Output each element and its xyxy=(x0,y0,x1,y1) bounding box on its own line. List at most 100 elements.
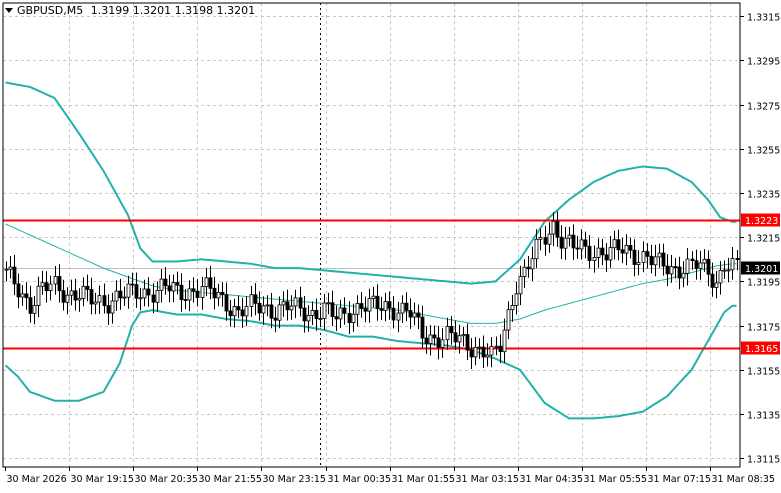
candle-body xyxy=(232,306,237,317)
candle-body xyxy=(604,254,609,261)
time-tick-label: 30 Mar 23:15 xyxy=(263,474,326,485)
candle-body xyxy=(77,297,82,301)
candle-body xyxy=(359,303,364,309)
candle-body xyxy=(240,309,245,317)
candle-body xyxy=(477,346,482,349)
candle-body xyxy=(53,276,58,285)
candle-body xyxy=(36,285,41,306)
candle-body xyxy=(575,247,580,250)
candle-body xyxy=(265,304,270,307)
candle-body xyxy=(579,239,584,250)
candle-body xyxy=(624,244,629,254)
candle-body xyxy=(489,345,494,356)
candle-body xyxy=(257,302,262,314)
candle-body xyxy=(661,252,666,267)
candle-body xyxy=(281,301,286,306)
candle-body xyxy=(138,297,143,300)
candle-body xyxy=(61,290,66,303)
time-tick-label: 30 Mar 19:15 xyxy=(71,474,134,485)
price-tick-label: 1.3115 xyxy=(747,455,780,466)
price-tick-label: 1.3275 xyxy=(747,102,780,113)
candle-body xyxy=(318,318,323,321)
candle-body xyxy=(567,234,572,239)
level-price-tag-label: 1.3223 xyxy=(745,216,778,227)
candle-body xyxy=(293,297,298,307)
candle-body xyxy=(81,285,86,299)
time-tick-label: 31 Mar 04:35 xyxy=(520,474,583,485)
candle-body xyxy=(155,289,160,303)
candle-body xyxy=(171,282,176,292)
horizontal-levels[interactable]: 1.3223 1.3165 xyxy=(3,213,780,356)
candle-body xyxy=(653,256,658,266)
symbol-dropdown-icon[interactable] xyxy=(5,8,13,13)
candle-body xyxy=(457,335,462,343)
price-tick-label: 1.3195 xyxy=(747,278,780,289)
candle-body xyxy=(710,273,715,288)
time-tick-label: 31 Mar 05:55 xyxy=(584,474,647,485)
candle-body xyxy=(285,301,290,311)
candle-body xyxy=(163,278,168,287)
candle-body xyxy=(592,257,597,261)
candle-body xyxy=(416,312,421,318)
candle-body xyxy=(371,295,376,299)
candle-body xyxy=(175,282,180,286)
candle-body xyxy=(32,305,37,314)
candle-body xyxy=(726,269,731,272)
candle-body xyxy=(8,266,13,270)
candle-body xyxy=(69,290,74,296)
candle-body xyxy=(204,277,209,287)
time-tick-label: 31 Mar 03:15 xyxy=(456,474,519,485)
grid-lines xyxy=(3,3,740,467)
candle-body xyxy=(730,257,735,271)
candle-body xyxy=(620,249,625,254)
current-price-tag-label: 1.3201 xyxy=(745,264,778,275)
candle-body xyxy=(24,293,29,299)
candle-body xyxy=(118,290,123,299)
candle-body xyxy=(236,306,241,311)
candle-body xyxy=(543,237,548,245)
candle-body xyxy=(65,294,70,303)
time-tick-label: 31 Mar 01:55 xyxy=(392,474,455,485)
candle-body xyxy=(375,295,380,310)
candle-body xyxy=(298,297,303,309)
candle-body xyxy=(649,255,654,266)
candle-body xyxy=(253,294,258,304)
candle-body xyxy=(338,307,343,320)
candle-body xyxy=(420,316,425,339)
time-tick-label: 31 Mar 08:35 xyxy=(712,474,775,485)
candle-body xyxy=(571,234,576,249)
candle-body xyxy=(669,266,674,275)
candle-body xyxy=(44,282,49,292)
candle-body xyxy=(212,287,217,299)
candle-body xyxy=(681,272,686,279)
candle-body xyxy=(538,237,543,240)
candle-body xyxy=(469,349,474,358)
candle-body xyxy=(102,295,107,307)
candle-body xyxy=(57,276,62,292)
candle-body xyxy=(347,312,352,323)
candle-body xyxy=(146,288,151,296)
candle-body xyxy=(195,290,200,299)
candle-body xyxy=(40,282,45,287)
candle-body xyxy=(379,308,384,311)
candle-body xyxy=(183,299,188,302)
candle-body xyxy=(191,288,196,292)
candle-body xyxy=(216,291,221,299)
candle-body xyxy=(277,304,282,321)
candle-body xyxy=(498,345,503,353)
candle-body xyxy=(641,251,646,263)
candle-body xyxy=(228,310,233,317)
bollinger-upper-line xyxy=(5,81,737,285)
candle-body xyxy=(465,334,470,351)
candle-body xyxy=(461,334,466,337)
time-tick-label: 30 Mar 21:55 xyxy=(199,474,262,485)
level-price-tag-label: 1.3165 xyxy=(745,344,778,355)
candles xyxy=(4,211,740,369)
candle-body xyxy=(494,345,499,348)
candle-body xyxy=(367,298,372,312)
candle-body xyxy=(208,277,213,289)
candle-body xyxy=(628,244,633,251)
candle-body xyxy=(530,258,535,270)
